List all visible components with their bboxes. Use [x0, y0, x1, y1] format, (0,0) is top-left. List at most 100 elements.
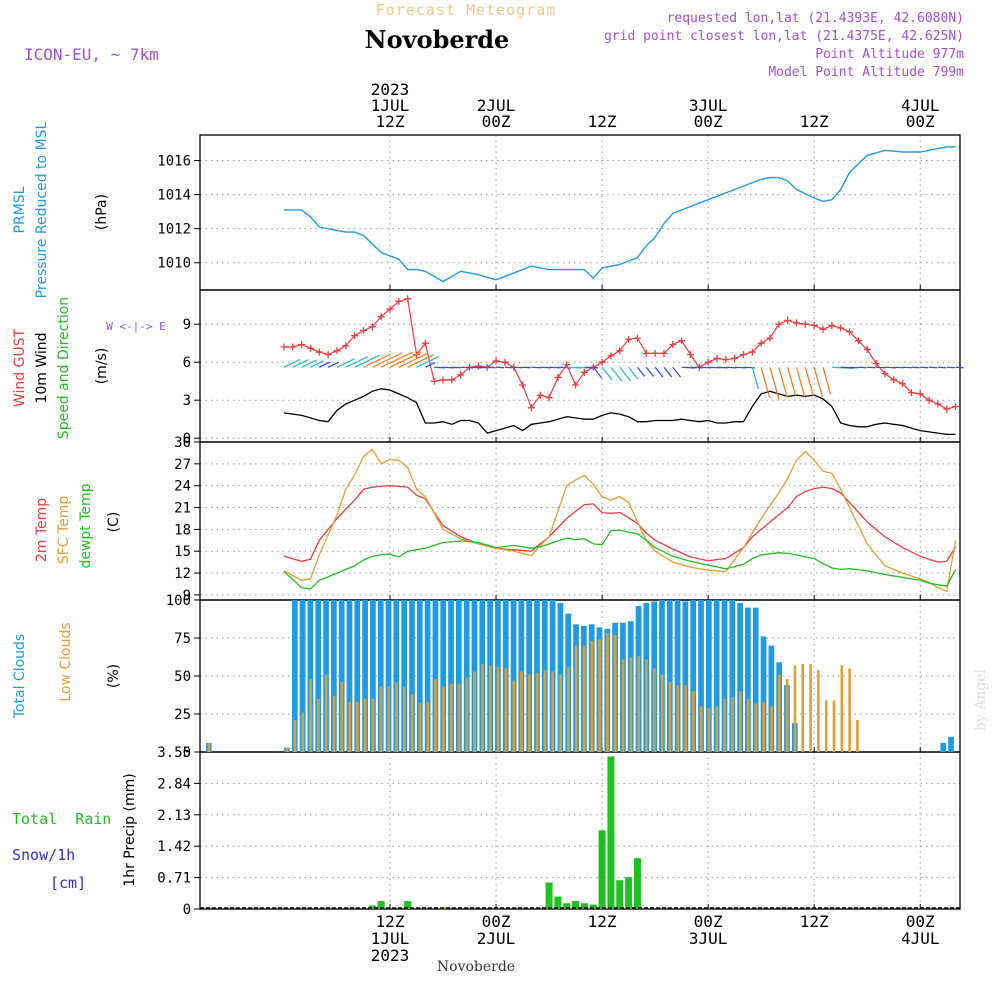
total-clouds-bar	[338, 600, 345, 752]
wind-gust-point	[625, 335, 633, 343]
temp-sfc-label: SFC Temp	[56, 496, 72, 565]
plot-layer: 1010101210141016036991215182124273002550…	[157, 80, 964, 965]
total-clouds-bar	[307, 600, 314, 752]
wind-gust-point	[554, 373, 562, 381]
total-clouds-bar	[768, 645, 775, 752]
temp-line-2	[283, 529, 957, 590]
total-clouds-bar	[456, 600, 462, 752]
wind-ytick-label-2: 6	[183, 355, 191, 371]
top-time-label-3-1: 00Z	[694, 112, 723, 131]
pressure-ytick-label-0: 1010	[157, 256, 191, 272]
wind-direction-arrow	[327, 361, 339, 368]
cloud-panel-labels: Total Clouds Low Clouds (%)	[12, 622, 122, 719]
wind-compass: W <-|-> E	[106, 320, 166, 333]
wind-gust-point	[731, 354, 739, 362]
wind-gust-point	[916, 390, 924, 398]
low-clouds-bar	[473, 671, 476, 752]
total-clouds-bar	[948, 736, 954, 752]
top-time-label-4-0: 12Z	[800, 112, 829, 131]
temp-line-0	[283, 485, 957, 563]
low-clouds-bar	[504, 668, 508, 752]
low-clouds-bar	[856, 720, 859, 752]
wind-gust-point	[633, 334, 641, 342]
pressure-msl-label: Pressure Reduced to MSL	[34, 121, 50, 298]
low-clouds-bar	[395, 682, 398, 752]
low-clouds-bar	[590, 641, 594, 752]
low-clouds-bar	[707, 707, 711, 752]
location-title: Novoberde	[365, 25, 510, 54]
wind-gust-point	[854, 337, 862, 345]
wind-direction-arrow	[416, 355, 440, 368]
wind-panel-labels: Wind GUST 10m Wind Speed and Direction (…	[12, 297, 166, 439]
wind-gust-point	[775, 320, 783, 328]
wind-gust-point	[642, 349, 650, 357]
pressure-ytick-label-2: 1014	[157, 188, 191, 204]
temp-unit: (C)	[106, 512, 122, 533]
wind-gust-point	[572, 381, 580, 389]
low-clouds-bar	[559, 674, 562, 752]
temp-2m-label: 2m Temp	[34, 498, 50, 562]
low-clouds-bar	[676, 685, 680, 752]
low-clouds-bar	[817, 669, 820, 752]
forecast-meteogram-title: Forecast Meteogram	[376, 1, 557, 19]
wind-gust-point	[598, 358, 606, 366]
wind-gust-point	[386, 305, 394, 313]
top-time-label-2-0: 12Z	[588, 112, 617, 131]
wind-gust-point	[793, 319, 801, 327]
wind-direction-arrow	[822, 367, 832, 395]
wind-direction-arrow	[380, 351, 414, 368]
snow-unit-label: [cm]	[50, 874, 86, 892]
wind-gust-point	[607, 352, 615, 360]
clouds-ytick-label-0: 0	[183, 745, 191, 761]
low-clouds-bar	[684, 685, 687, 752]
wind-speed-line	[283, 388, 956, 436]
precip-ytick-label-3: 2.13	[157, 808, 191, 824]
wind-direction-arrow	[636, 366, 646, 377]
total-clouds-bar	[698, 600, 704, 752]
wind-gust-point	[280, 343, 288, 351]
wind-gust-point	[678, 337, 686, 345]
low-clouds-bar	[535, 672, 539, 752]
wind-gust-point	[527, 404, 535, 412]
low-clouds-bar	[621, 659, 625, 752]
wind-direction-arrow	[389, 351, 422, 368]
total-clouds-bar	[362, 600, 368, 752]
low-clouds-bar	[356, 701, 359, 752]
wind-gust-point	[306, 344, 314, 352]
wind-direction-arrow	[319, 361, 331, 368]
low-clouds-bar	[332, 695, 336, 752]
total-clouds-bar	[299, 600, 306, 752]
wind-gust-point	[298, 340, 306, 348]
wind-gust-point	[890, 376, 898, 384]
wind-gust-point	[580, 368, 588, 376]
low-clouds-bar	[528, 674, 531, 752]
wind-direction-arrow	[672, 366, 682, 378]
total-clouds-bar	[745, 607, 751, 752]
total-clouds-bar	[706, 600, 712, 752]
wind-direction-arrow	[804, 367, 814, 397]
wind-direction-arrow	[363, 353, 391, 368]
precip-bar	[404, 901, 412, 909]
bottom-time-label-5-0: 00Z	[906, 912, 935, 931]
clouds-ytick-label-1: 25	[174, 707, 191, 723]
wind-gust-point	[545, 394, 553, 402]
wind-direction-arrow	[592, 366, 603, 379]
wind-direction-arrow	[354, 354, 380, 368]
clouds-ytick-label-3: 75	[174, 631, 191, 647]
wind-direction-arrow	[610, 366, 623, 382]
temp-ytick-label-6: 27	[174, 457, 191, 473]
wind-gust-point	[766, 334, 774, 342]
precip-ytick-label-4: 2.84	[157, 776, 191, 792]
low-clouds-bar	[660, 674, 664, 752]
total-clouds-bar	[463, 600, 470, 752]
wind-gust-point	[289, 343, 297, 351]
wind-gust-point	[713, 354, 721, 362]
wind-gust-point	[377, 313, 385, 321]
low-clouds-bar	[410, 694, 414, 752]
temp-ytick-label-0: 9	[183, 588, 191, 604]
low-clouds-bar	[574, 645, 578, 752]
temp-panel-labels: 2m Temp SFC Temp dewpt Temp (C)	[34, 483, 122, 568]
wind-direction-arrow	[663, 366, 673, 378]
total-clouds-bar	[682, 601, 689, 752]
low-clouds-bar	[418, 703, 422, 752]
